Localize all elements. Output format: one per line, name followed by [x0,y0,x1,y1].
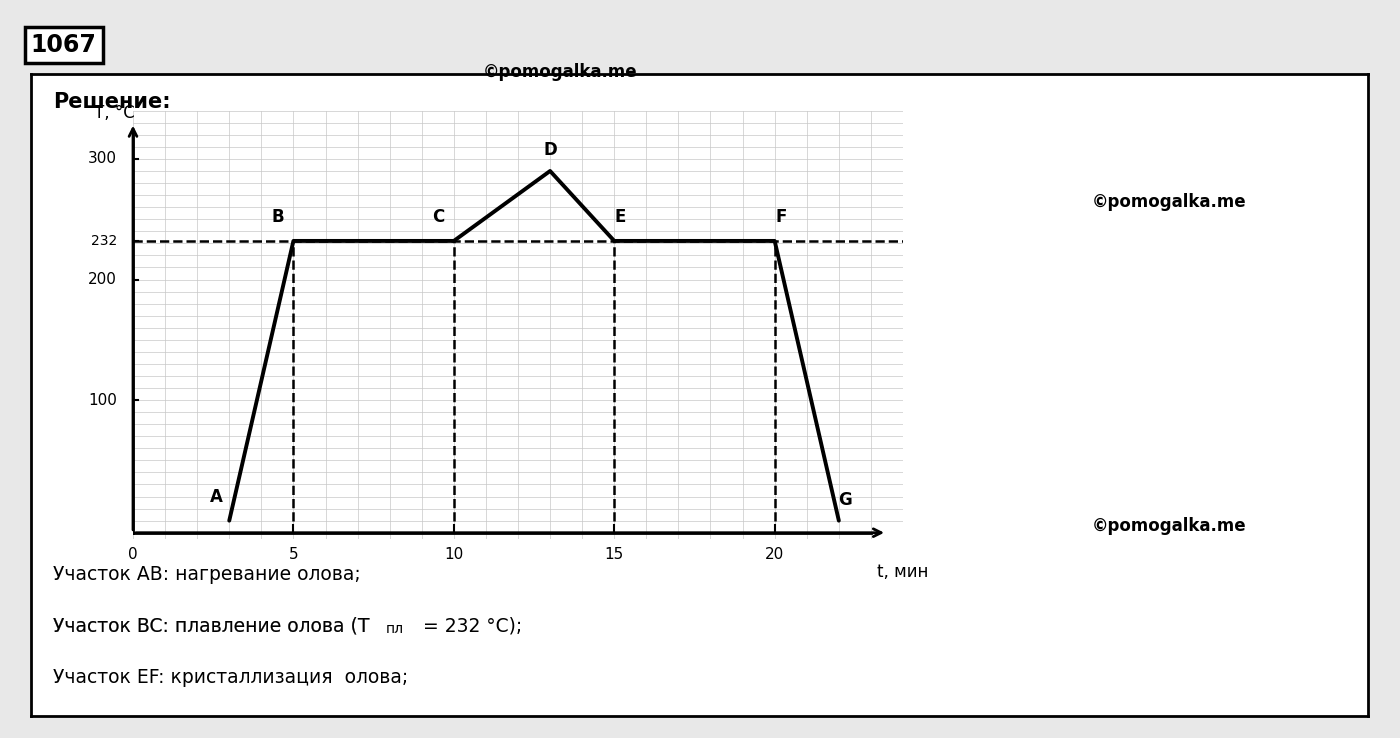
Text: 100: 100 [88,393,118,407]
Text: 300: 300 [88,151,118,167]
Text: B: B [272,208,284,227]
Text: t, мин: t, мин [878,563,928,581]
Text: A: A [210,488,223,506]
Text: ©pomogalka.me: ©pomogalka.me [1092,517,1246,535]
Text: 0: 0 [129,547,137,562]
Text: D: D [543,141,557,159]
Text: 200: 200 [88,272,118,287]
Text: Участок BC: плавление олова (Tпл = 232 °C);: Участок BC: плавление олова (Tпл = 232 °… [53,616,500,635]
Text: C: C [431,208,444,227]
Text: 1067: 1067 [31,33,97,58]
Text: 5: 5 [288,547,298,562]
Text: ©pomogalka.me: ©pomogalka.me [1092,193,1246,210]
Text: Участок EF: кристаллизация  олова;: Участок EF: кристаллизация олова; [53,668,409,687]
Text: Участок AB: нагревание олова;: Участок AB: нагревание олова; [53,565,361,584]
Text: Решение:: Решение: [53,92,171,112]
Text: E: E [615,208,626,227]
Text: 20: 20 [764,547,784,562]
Text: Участок BC: плавление олова (T: Участок BC: плавление олова (T [53,616,370,635]
Text: Участок BC: плавление олова (Т: Участок BC: плавление олова (Т [53,616,370,635]
Text: 232: 232 [91,234,118,248]
Text: F: F [776,208,787,227]
Text: T, °C: T, °C [95,104,136,122]
Text: 10: 10 [444,547,463,562]
Text: ©pomogalka.me: ©pomogalka.me [483,63,637,81]
Text: пл: пл [386,622,403,636]
Text: G: G [839,491,853,508]
Text: = 232 °C);: = 232 °C); [417,616,522,635]
Text: 15: 15 [605,547,624,562]
